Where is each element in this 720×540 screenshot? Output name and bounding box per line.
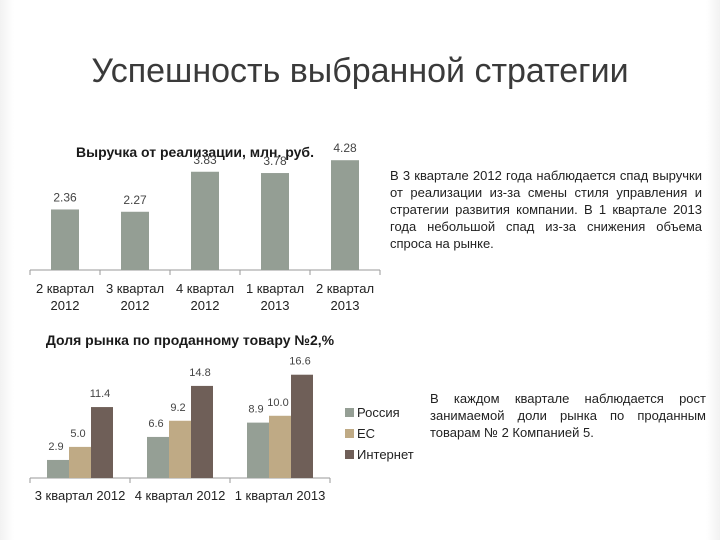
revenue-category-label-year: 2013	[331, 298, 360, 313]
share-value-label: 2.9	[48, 441, 63, 453]
revenue-bar	[51, 209, 79, 270]
legend-swatch	[345, 450, 354, 459]
revenue-bar	[331, 160, 359, 270]
share-bar	[191, 385, 213, 478]
share-value-label: 14.8	[189, 367, 210, 379]
legend-swatch	[345, 408, 354, 417]
legend-swatch	[345, 429, 354, 438]
legend-label: ЕС	[357, 426, 375, 441]
revenue-bar	[191, 171, 219, 270]
share-value-label: 11.4	[90, 388, 111, 400]
share-category-label: 4 квартал 2012	[135, 488, 226, 503]
revenue-category-label-quarter: 1 квартал	[246, 281, 304, 296]
revenue-category-label-quarter: 2 квартал	[316, 281, 374, 296]
share-bar	[147, 436, 169, 478]
chart2-title: Доля рынка по проданному товару №2,%	[45, 332, 335, 348]
share-bar	[247, 422, 269, 478]
share-bar	[291, 374, 313, 478]
revenue-bar	[261, 173, 289, 270]
slide-title: Успешность выбранной стратегии	[91, 52, 629, 90]
share-category-label: 3 квартал 2012	[35, 488, 126, 503]
share-value-label: 10.0	[267, 397, 288, 409]
share-value-label: 16.6	[289, 356, 310, 368]
share-value-label: 5.0	[70, 428, 85, 440]
share-bar	[91, 407, 113, 478]
revenue-category-label-quarter: 3 квартал	[106, 281, 164, 296]
revenue-value-label: 2.27	[123, 193, 147, 207]
share-bar	[169, 420, 191, 478]
share-value-label: 8.9	[248, 404, 263, 416]
revenue-category-label-year: 2012	[121, 298, 150, 313]
revenue-description: В 3 квартале 2012 года наблюдается спад …	[390, 168, 702, 251]
share-value-label: 6.6	[148, 418, 163, 430]
market-share-description: В каждом квартале наблюдается рост заним…	[430, 391, 706, 440]
revenue-value-label: 2.36	[53, 190, 77, 204]
chart1-title: Выручка от реализации, млн. руб.	[76, 144, 314, 160]
revenue-category-label-year: 2013	[261, 298, 290, 313]
share-bar	[269, 415, 291, 478]
legend-label: Интернет	[357, 447, 414, 462]
revenue-category-label-year: 2012	[51, 298, 80, 313]
revenue-value-label: 4.28	[333, 141, 357, 155]
revenue-value-label: 3.78	[263, 154, 287, 168]
revenue-value-label: 3.83	[193, 153, 217, 167]
revenue-category-label-quarter: 2 квартал	[36, 281, 94, 296]
share-value-label: 9.2	[170, 402, 185, 414]
legend-label: Россия	[357, 405, 400, 420]
share-bar	[47, 459, 69, 478]
share-category-label: 1 квартал 2013	[235, 488, 326, 503]
revenue-bar	[121, 211, 149, 270]
revenue-category-label-year: 2012	[191, 298, 220, 313]
revenue-category-label-quarter: 4 квартал	[176, 281, 234, 296]
share-bar	[69, 446, 91, 478]
